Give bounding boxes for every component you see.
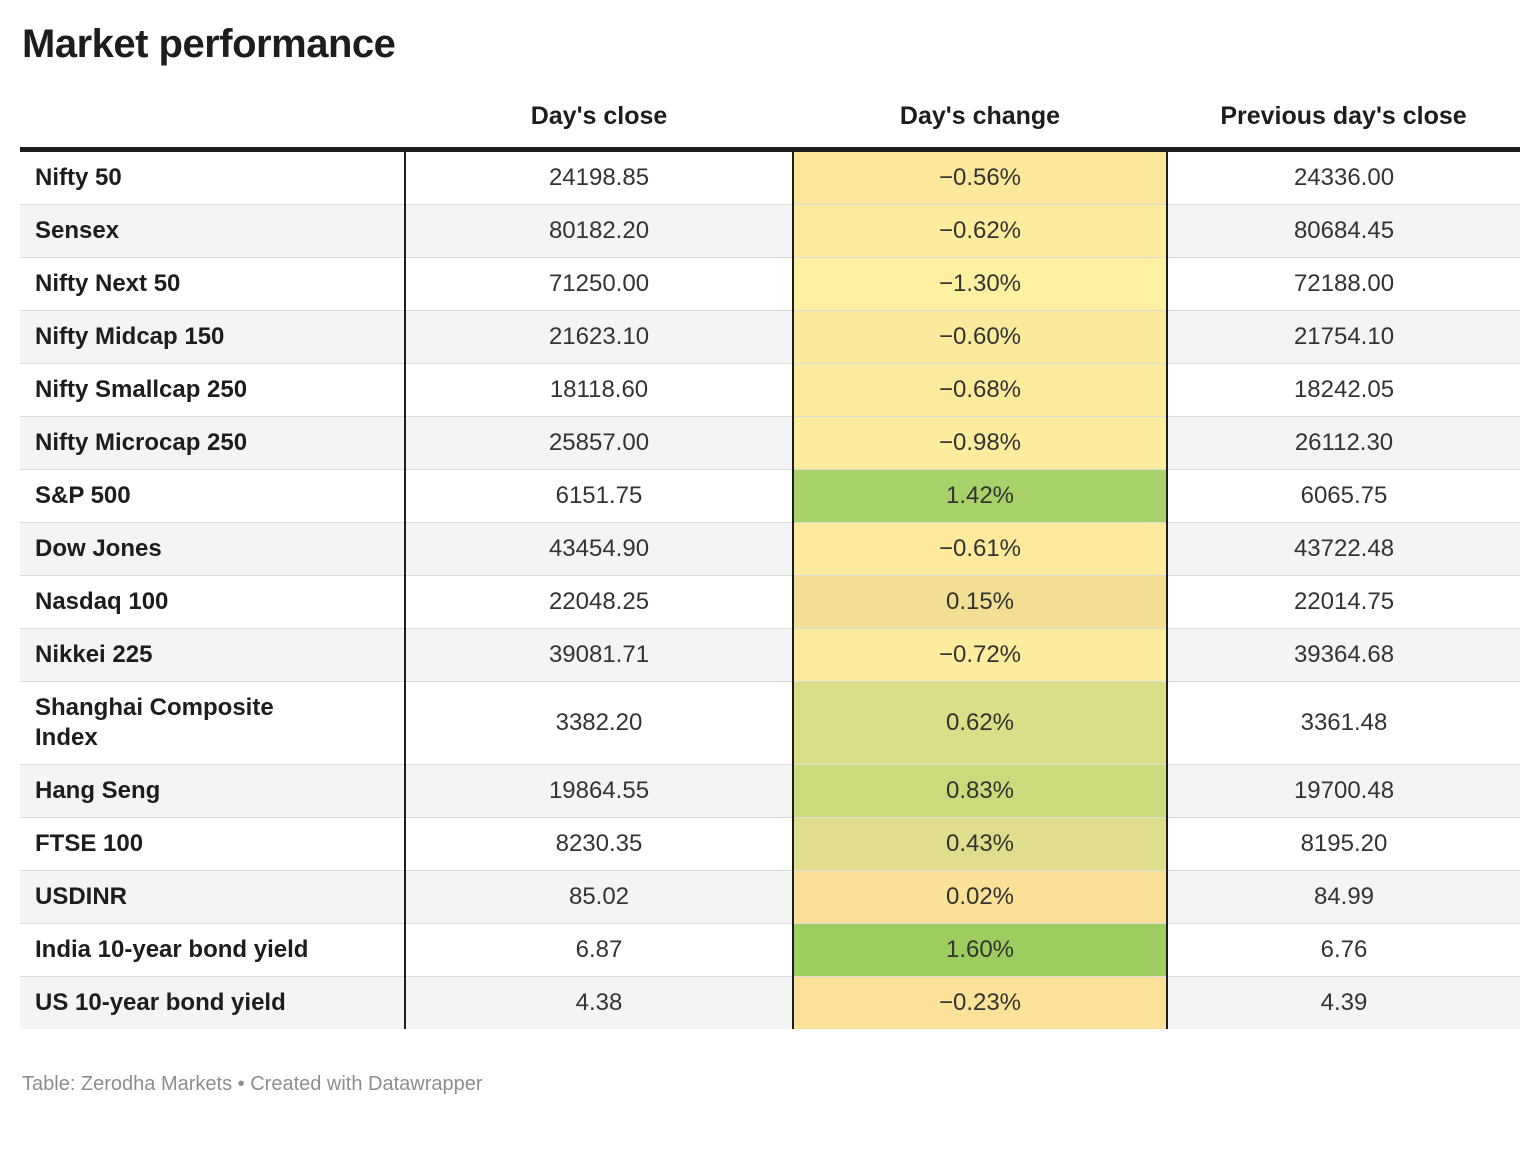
table-header: Day's close Day's change Previous day's …: [20, 102, 1520, 150]
prev-close-value: 80684.45: [1167, 204, 1520, 258]
days-change-cell: −1.30%: [792, 257, 1168, 311]
days-change-cell: −0.56%: [792, 149, 1168, 205]
header-row: Day's close Day's change Previous day's …: [20, 102, 1520, 150]
days-close-value: 39081.71: [404, 628, 793, 682]
attribution-footer: Table: Zerodha Markets • Created with Da…: [22, 1073, 483, 1095]
days-close-value: 3382.20: [404, 681, 793, 765]
days-change-cell: −0.61%: [792, 522, 1168, 576]
row-label: Nifty Smallcap 250: [20, 363, 405, 417]
days-close-value: 80182.20: [404, 204, 793, 258]
row-label: Sensex: [20, 204, 405, 258]
days-change-cell: −0.23%: [792, 976, 1168, 1029]
days-change-cell: −0.98%: [792, 416, 1168, 470]
table-row: Nifty Smallcap 250 18118.60 −0.68% 18242…: [20, 363, 1520, 417]
prev-close-value: 21754.10: [1167, 310, 1520, 364]
row-label: Nasdaq 100: [20, 575, 405, 629]
table-row: Dow Jones 43454.90 −0.61% 43722.48: [20, 522, 1520, 576]
days-change-cell: 0.15%: [792, 575, 1168, 629]
days-change-cell: −0.72%: [792, 628, 1168, 682]
table-row: USDINR 85.02 0.02% 84.99: [20, 870, 1520, 924]
header-days-change: Day's change: [899, 102, 1061, 130]
table-row: Shanghai Composite Index 3382.20 0.62% 3…: [20, 681, 1520, 765]
row-label: Shanghai Composite Index: [20, 681, 405, 765]
row-label: Dow Jones: [20, 522, 405, 576]
days-close-value: 43454.90: [404, 522, 793, 576]
days-close-value: 6151.75: [404, 469, 793, 523]
days-close-value: 71250.00: [404, 257, 793, 311]
prev-close-value: 26112.30: [1167, 416, 1520, 470]
days-change-cell: 0.43%: [792, 817, 1168, 871]
days-close-value: 85.02: [404, 870, 793, 924]
prev-close-value: 3361.48: [1167, 681, 1520, 765]
prev-close-value: 22014.75: [1167, 575, 1520, 629]
prev-close-value: 24336.00: [1293, 164, 1395, 191]
days-change-cell: −0.62%: [792, 204, 1168, 258]
days-change-cell: −0.60%: [792, 310, 1168, 364]
table-row: Nifty Microcap 250 25857.00 −0.98% 26112…: [20, 416, 1520, 470]
days-close-value: 4.38: [404, 976, 793, 1029]
row-label: Nifty Microcap 250: [20, 416, 405, 470]
row-label: Nifty 50: [35, 164, 122, 191]
header-prev-close: Previous day's close: [1220, 102, 1467, 130]
row-label: Nifty Midcap 150: [20, 310, 405, 364]
table-row: Sensex 80182.20 −0.62% 80684.45: [20, 204, 1520, 258]
row-label: Hang Seng: [20, 764, 405, 818]
row-label: Nikkei 225: [20, 628, 405, 682]
prev-close-value: 18242.05: [1167, 363, 1520, 417]
table-row: US 10-year bond yield 4.38 −0.23% 4.39: [20, 976, 1520, 1029]
row-label: US 10-year bond yield: [20, 976, 405, 1029]
prev-close-value: 84.99: [1167, 870, 1520, 924]
table-row: India 10-year bond yield 6.87 1.60% 6.76: [20, 923, 1520, 977]
days-close-value: 24198.85: [404, 149, 793, 205]
days-close-value: 18118.60: [404, 363, 793, 417]
days-close-value: 21623.10: [404, 310, 793, 364]
row-label: S&P 500: [20, 469, 405, 523]
table-row: Nasdaq 100 22048.25 0.15% 22014.75: [20, 575, 1520, 629]
header-blank: [20, 102, 405, 150]
table-body: Nifty 50 24198.85 −0.56% 24336.00 Sensex…: [20, 149, 1520, 1029]
prev-close-value: 72188.00: [1167, 257, 1520, 311]
days-close-value: 22048.25: [404, 575, 793, 629]
table-row: Nifty Midcap 150 21623.10 −0.60% 21754.1…: [20, 310, 1520, 364]
market-performance-table: Day's close Day's change Previous day's …: [20, 102, 1520, 1029]
row-label: USDINR: [20, 870, 405, 924]
row-label: FTSE 100: [20, 817, 405, 871]
days-change-cell: 0.02%: [792, 870, 1168, 924]
prev-close-value: 43722.48: [1167, 522, 1520, 576]
days-close-value: 19864.55: [404, 764, 793, 818]
prev-close-value: 39364.68: [1167, 628, 1520, 682]
table-row: Nifty 50 24198.85 −0.56% 24336.00: [20, 149, 1520, 205]
page-title: Market performance: [22, 22, 396, 66]
days-close-value: 6.87: [404, 923, 793, 977]
row-label: India 10-year bond yield: [20, 923, 405, 977]
table-row: FTSE 100 8230.35 0.43% 8195.20: [20, 817, 1520, 871]
days-change-cell: −0.68%: [792, 363, 1168, 417]
header-days-close: Day's close: [530, 102, 668, 130]
prev-close-value: 6.76: [1167, 923, 1520, 977]
prev-close-value: 8195.20: [1167, 817, 1520, 871]
days-change-cell: 1.42%: [792, 469, 1168, 523]
prev-close-value: 6065.75: [1167, 469, 1520, 523]
row-label: Nifty Next 50: [20, 257, 405, 311]
prev-close-value: 4.39: [1167, 976, 1520, 1029]
prev-close-value: 19700.48: [1167, 764, 1520, 818]
table-row: Hang Seng 19864.55 0.83% 19700.48: [20, 764, 1520, 818]
table-row: S&P 500 6151.75 1.42% 6065.75: [20, 469, 1520, 523]
table-row: Nikkei 225 39081.71 −0.72% 39364.68: [20, 628, 1520, 682]
days-close-value: 8230.35: [404, 817, 793, 871]
days-change-cell: 1.60%: [792, 923, 1168, 977]
days-close-value: 25857.00: [404, 416, 793, 470]
table-row: Nifty Next 50 71250.00 −1.30% 72188.00: [20, 257, 1520, 311]
days-change-cell: 0.83%: [792, 764, 1168, 818]
days-change-cell: 0.62%: [792, 681, 1168, 765]
